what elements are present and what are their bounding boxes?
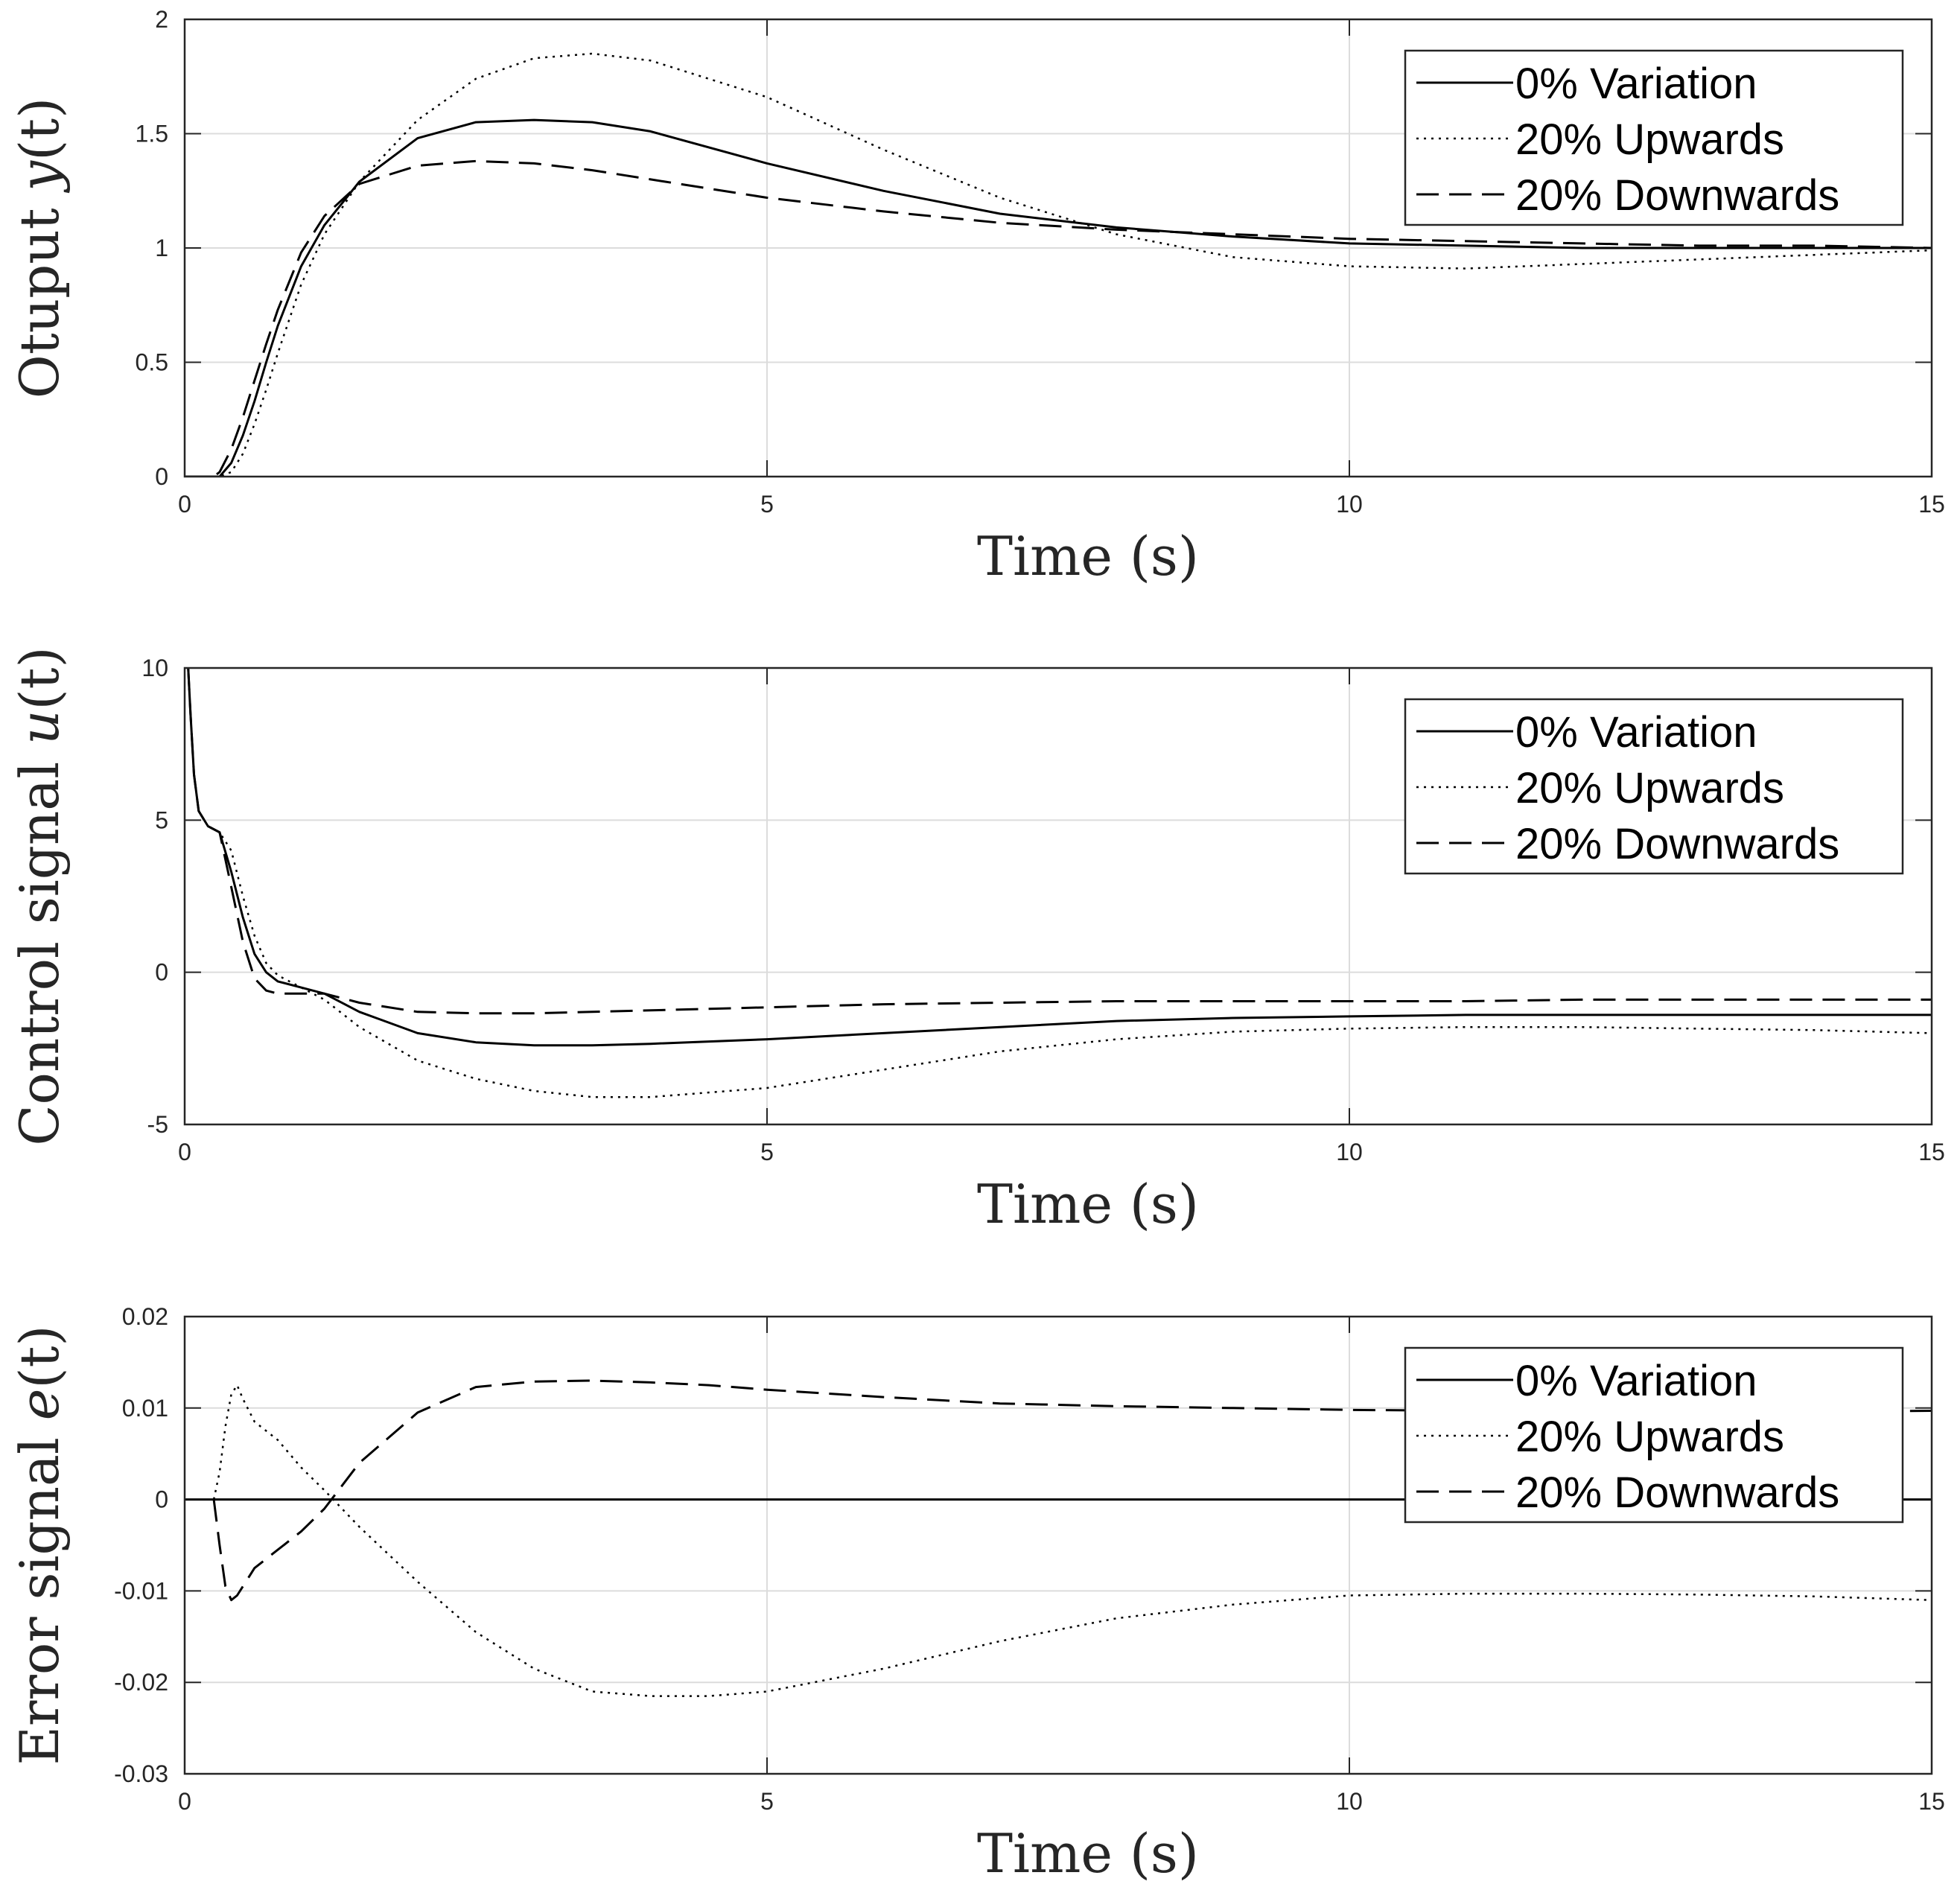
legend: 0% Variation 20% Upwards 20% Downwards <box>1404 698 1904 875</box>
axes-box <box>183 1315 1933 1775</box>
series-line-dashed <box>185 159 1932 477</box>
legend-entry: 20% Upwards <box>1515 115 1784 164</box>
y-tick-label: 0 <box>155 1486 168 1513</box>
legend: 0% Variation 20% Upwards 20% Downwards <box>1404 49 1904 226</box>
x-tick-label: 15 <box>1918 1139 1945 1165</box>
x-tick-label: 15 <box>1918 1788 1945 1815</box>
y-axis-title-text: Otuput <box>8 191 71 399</box>
chart-panel-1: 0 5 10 15 0 0.5 1 1.5 2 0% Variation 20% Upwards 20… <box>8 6 1945 588</box>
y-tick-label: 0 <box>155 959 168 986</box>
x-tick-label: 0 <box>178 1139 191 1165</box>
y-axis-title: Control signal u(t) <box>8 646 71 1145</box>
y-tick-label: 1.5 <box>136 121 168 147</box>
y-tick-label: 1 <box>155 235 168 261</box>
legend-entry: 0% Variation <box>1515 60 1757 108</box>
x-tick-label: 15 <box>1918 491 1945 518</box>
x-axis-title: Time (s) <box>977 525 1199 588</box>
x-tick-label: 10 <box>1336 491 1363 518</box>
y-axis-title-text: Error signal <box>8 1420 71 1765</box>
legend-entry: 20% Downwards <box>1515 171 1839 220</box>
x-tick-label: 0 <box>178 491 191 518</box>
axes-box <box>183 18 1933 478</box>
legend-box <box>1404 49 1904 226</box>
y-axis-title: Otuput y(t) <box>8 98 71 398</box>
legend-entry: 20% Upwards <box>1515 1413 1784 1461</box>
y-tick-label: 5 <box>155 806 168 833</box>
legend-entry: 0% Variation <box>1515 1357 1757 1405</box>
x-axis-title: Time (s) <box>977 1822 1199 1885</box>
y-tick-label: -0.02 <box>114 1669 168 1696</box>
y-axis-title-variable: e <box>8 1389 71 1421</box>
x-tick-label: 10 <box>1336 1139 1363 1165</box>
y-tick-label: -0.01 <box>114 1577 168 1604</box>
x-tick-label: 5 <box>760 491 774 518</box>
x-tick-label: 10 <box>1336 1788 1363 1815</box>
y-axis-title-text: Control signal <box>8 745 71 1146</box>
legend-box <box>1404 698 1904 875</box>
y-tick-label: 2 <box>155 6 168 33</box>
y-axis-title-argument: (t) <box>8 646 71 710</box>
y-axis-title-variable: u <box>8 710 71 745</box>
axes-box <box>183 666 1933 1126</box>
x-tick-label: 5 <box>760 1139 774 1165</box>
y-tick-label: 0.02 <box>122 1303 168 1330</box>
y-tick-label: 10 <box>141 655 168 681</box>
legend-entry: 20% Downwards <box>1515 1468 1839 1517</box>
y-axis-title-variable: y <box>8 160 71 194</box>
chart-panel-2: 0 5 10 15 -5 0 5 10 0% Variation 20% Upwards 20% D… <box>8 646 1945 1235</box>
y-axis-title: Error signal e(t) <box>8 1325 71 1765</box>
series-line-solid <box>185 118 1932 477</box>
legend: 0% Variation 20% Upwards 20% Downwards <box>1404 1346 1904 1524</box>
x-axis-title: Time (s) <box>977 1173 1199 1235</box>
x-tick-label: 5 <box>760 1788 774 1815</box>
y-tick-label: -5 <box>147 1111 168 1138</box>
legend-box <box>1404 1346 1904 1524</box>
y-tick-label: -0.03 <box>114 1760 168 1787</box>
y-tick-label: 0.01 <box>122 1395 168 1422</box>
legend-entry: 20% Upwards <box>1515 764 1784 812</box>
chart-panel-3: 0 5 10 15 -0.03 -0.02 -0.01 0 0.01 0.02 0% Variati… <box>8 1303 1945 1885</box>
series-line-dashed <box>187 668 1932 1015</box>
legend-entry: 0% Variation <box>1515 708 1757 757</box>
legend-entry: 20% Downwards <box>1515 820 1839 868</box>
y-axis-title-argument: (t) <box>8 1325 71 1388</box>
y-tick-label: 0.5 <box>136 349 168 376</box>
y-tick-label: 0 <box>155 463 168 490</box>
y-axis-title-argument: (t) <box>8 98 71 161</box>
x-tick-label: 0 <box>178 1788 191 1815</box>
